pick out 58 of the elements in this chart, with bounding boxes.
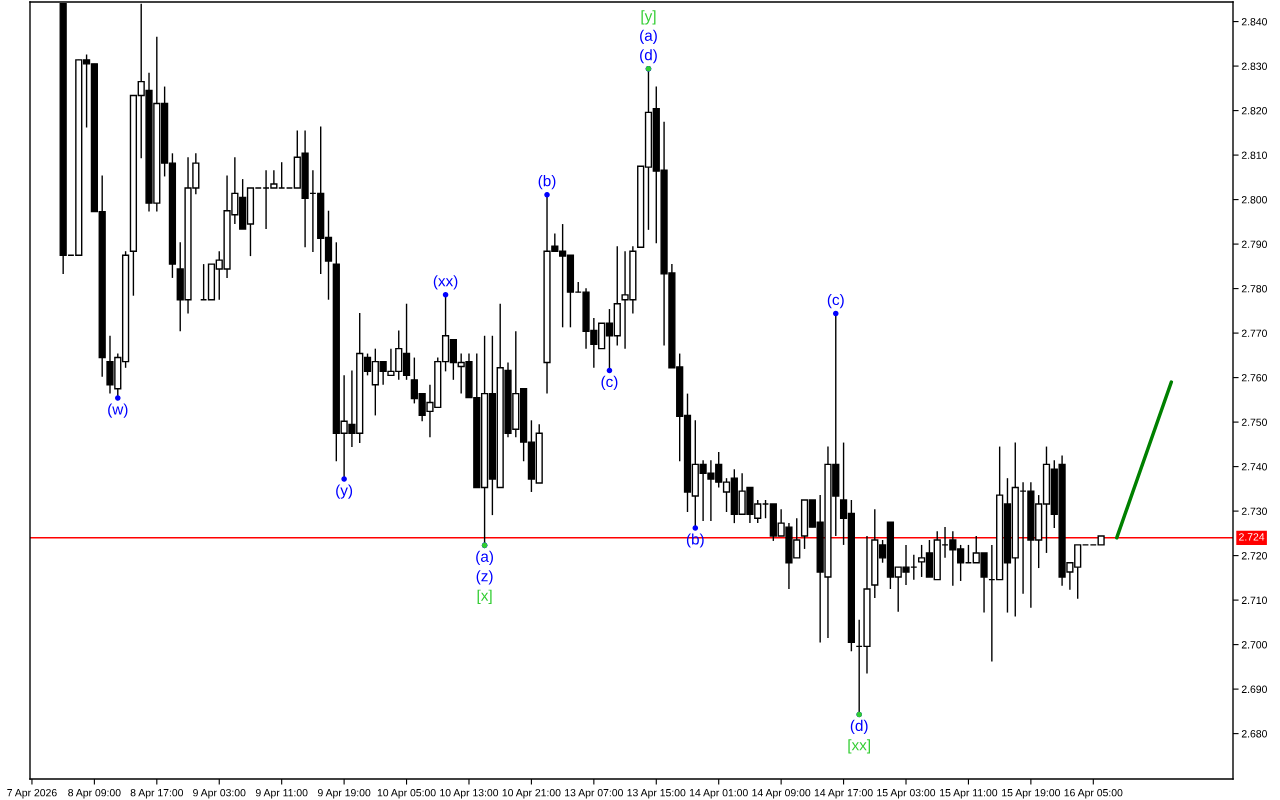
y-tick-label: 2.840 [1241,18,1267,26]
x-tick-label: 8 Apr 17:00 [130,789,184,799]
y-tick-label: 2.810 [1241,151,1267,159]
x-tick-label: 14 Apr 17:00 [814,789,873,799]
y-tick-label: 2.760 [1241,374,1267,382]
x-tick-label: 13 Apr 15:00 [627,789,686,799]
data-label: (d) [850,719,868,735]
x-tick-label: 14 Apr 01:00 [689,789,748,799]
point [832,310,839,317]
y-tick-label: 2.830 [1241,62,1267,70]
y-tick-label: 2.740 [1241,463,1267,471]
y-tick-label: 2.720 [1241,552,1267,560]
x-tick-label: 14 Apr 09:00 [752,789,811,799]
data-label: (b) [538,175,556,190]
data-label: (xx) [433,275,458,290]
x-tick-label: 15 Apr 11:00 [940,789,998,799]
x-tick-label: 10 Apr 05:00 [377,789,436,799]
point [442,292,449,298]
line-series [1114,380,1174,540]
data-label: [y] [641,10,656,25]
x-tick-label: 8 Apr 09:00 [68,789,121,799]
y-tick-label: 2.700 [1241,641,1267,649]
x-tick-label: 9 Apr 11:00 [255,789,308,799]
x-tick-label: 10 Apr 13:00 [440,789,499,799]
y-tick-label: 2.690 [1241,685,1267,693]
y-tick-label: 2.790 [1241,240,1267,248]
point [341,476,347,482]
point [692,525,699,531]
data-label: (w) [108,403,128,418]
x-tick-label: 15 Apr 03:00 [877,789,936,799]
point [544,191,550,198]
y-tick-label: 2.710 [1241,596,1267,604]
data-label: (a) [476,550,493,565]
y-tick-label: 2.820 [1241,107,1267,115]
y-tick-label: 2.800 [1241,196,1267,204]
y-tick-label: 2.750 [1241,418,1267,426]
y-tick-label: 2.680 [1241,730,1267,738]
point [115,395,121,401]
x-tick-label: 10 Apr 21:00 [502,789,561,799]
data-label: (c) [827,293,844,309]
x-tick-label: 13 Apr 07:00 [565,789,623,799]
data-label: (z) [476,570,493,585]
data-label: (d) [640,49,657,64]
ref-line-label: 2.724 [1239,533,1265,541]
data-label: [xx] [848,739,870,754]
data-label: (y) [336,484,353,499]
y-tick-label: 2.730 [1241,507,1267,515]
x-tick-label: 9 Apr 03:00 [193,789,246,799]
x-tick-label: 7 Apr 2026 [7,789,57,799]
y-tick-label: 2.780 [1241,285,1267,293]
data-label: [x] [477,589,492,604]
y-tick-label: 2.770 [1241,329,1267,337]
x-tick-label: 9 Apr 19:00 [317,789,371,799]
data-label: (a) [640,29,657,44]
point [606,367,613,374]
x-tick-label: 16 Apr 05:00 [1064,789,1123,799]
data-label: (c) [601,375,618,391]
x-tick-label: 15 Apr 19:00 [1002,789,1061,799]
